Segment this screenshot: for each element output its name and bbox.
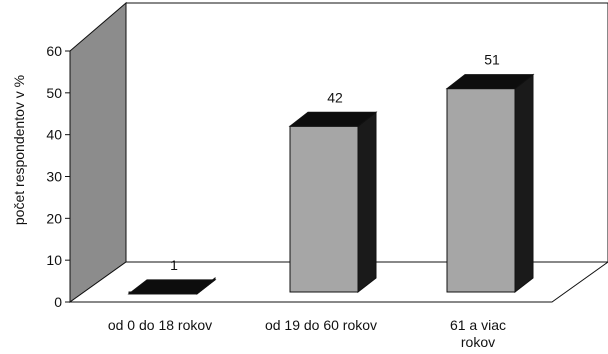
bar-2: 42: [288, 89, 378, 294]
y-axis-title: počet respondentov v %: [11, 75, 27, 225]
y-tick-label: 40: [46, 127, 62, 143]
y-tick-label: 30: [46, 169, 62, 185]
data-label: 42: [327, 89, 343, 105]
bars: 1 42 51: [127, 52, 535, 295]
bar-side: [514, 73, 534, 294]
x-tick-label: 61 a viac rokov: [450, 317, 506, 350]
bar-top: [445, 74, 535, 90]
x-tick-label-line: od 0 do 18 rokov: [108, 317, 212, 333]
bar-top: [288, 111, 378, 127]
data-label: 1: [170, 257, 178, 273]
x-axis: od 0 do 18 rokov od 19 do 60 rokov 61 a vi…: [108, 317, 506, 350]
bar-3: 51: [445, 52, 535, 294]
side-wall: [69, 1, 127, 303]
y-tick-label: 20: [46, 210, 62, 226]
data-label: 51: [484, 52, 500, 68]
y-axis: 0 10 20 30 40 50 60: [46, 43, 71, 310]
x-tick-label-line: rokov: [461, 334, 495, 350]
y-tick-label: 50: [46, 85, 62, 101]
bar-front: [446, 88, 516, 293]
bar-top: [127, 279, 217, 295]
bar-front: [289, 125, 359, 293]
x-tick-label-line: od 19 do 60 rokov: [265, 317, 377, 333]
x-tick-label-line: 61 a viac: [450, 317, 506, 333]
x-tick-label: od 0 do 18 rokov: [108, 317, 212, 333]
x-tick-label: od 19 do 60 rokov: [265, 317, 377, 333]
y-tick-label: 10: [46, 252, 62, 268]
bar-side: [357, 111, 377, 294]
y-tick-label: 0: [54, 294, 62, 310]
bar-1: 1: [127, 257, 217, 295]
y-tick-label: 60: [46, 43, 62, 59]
